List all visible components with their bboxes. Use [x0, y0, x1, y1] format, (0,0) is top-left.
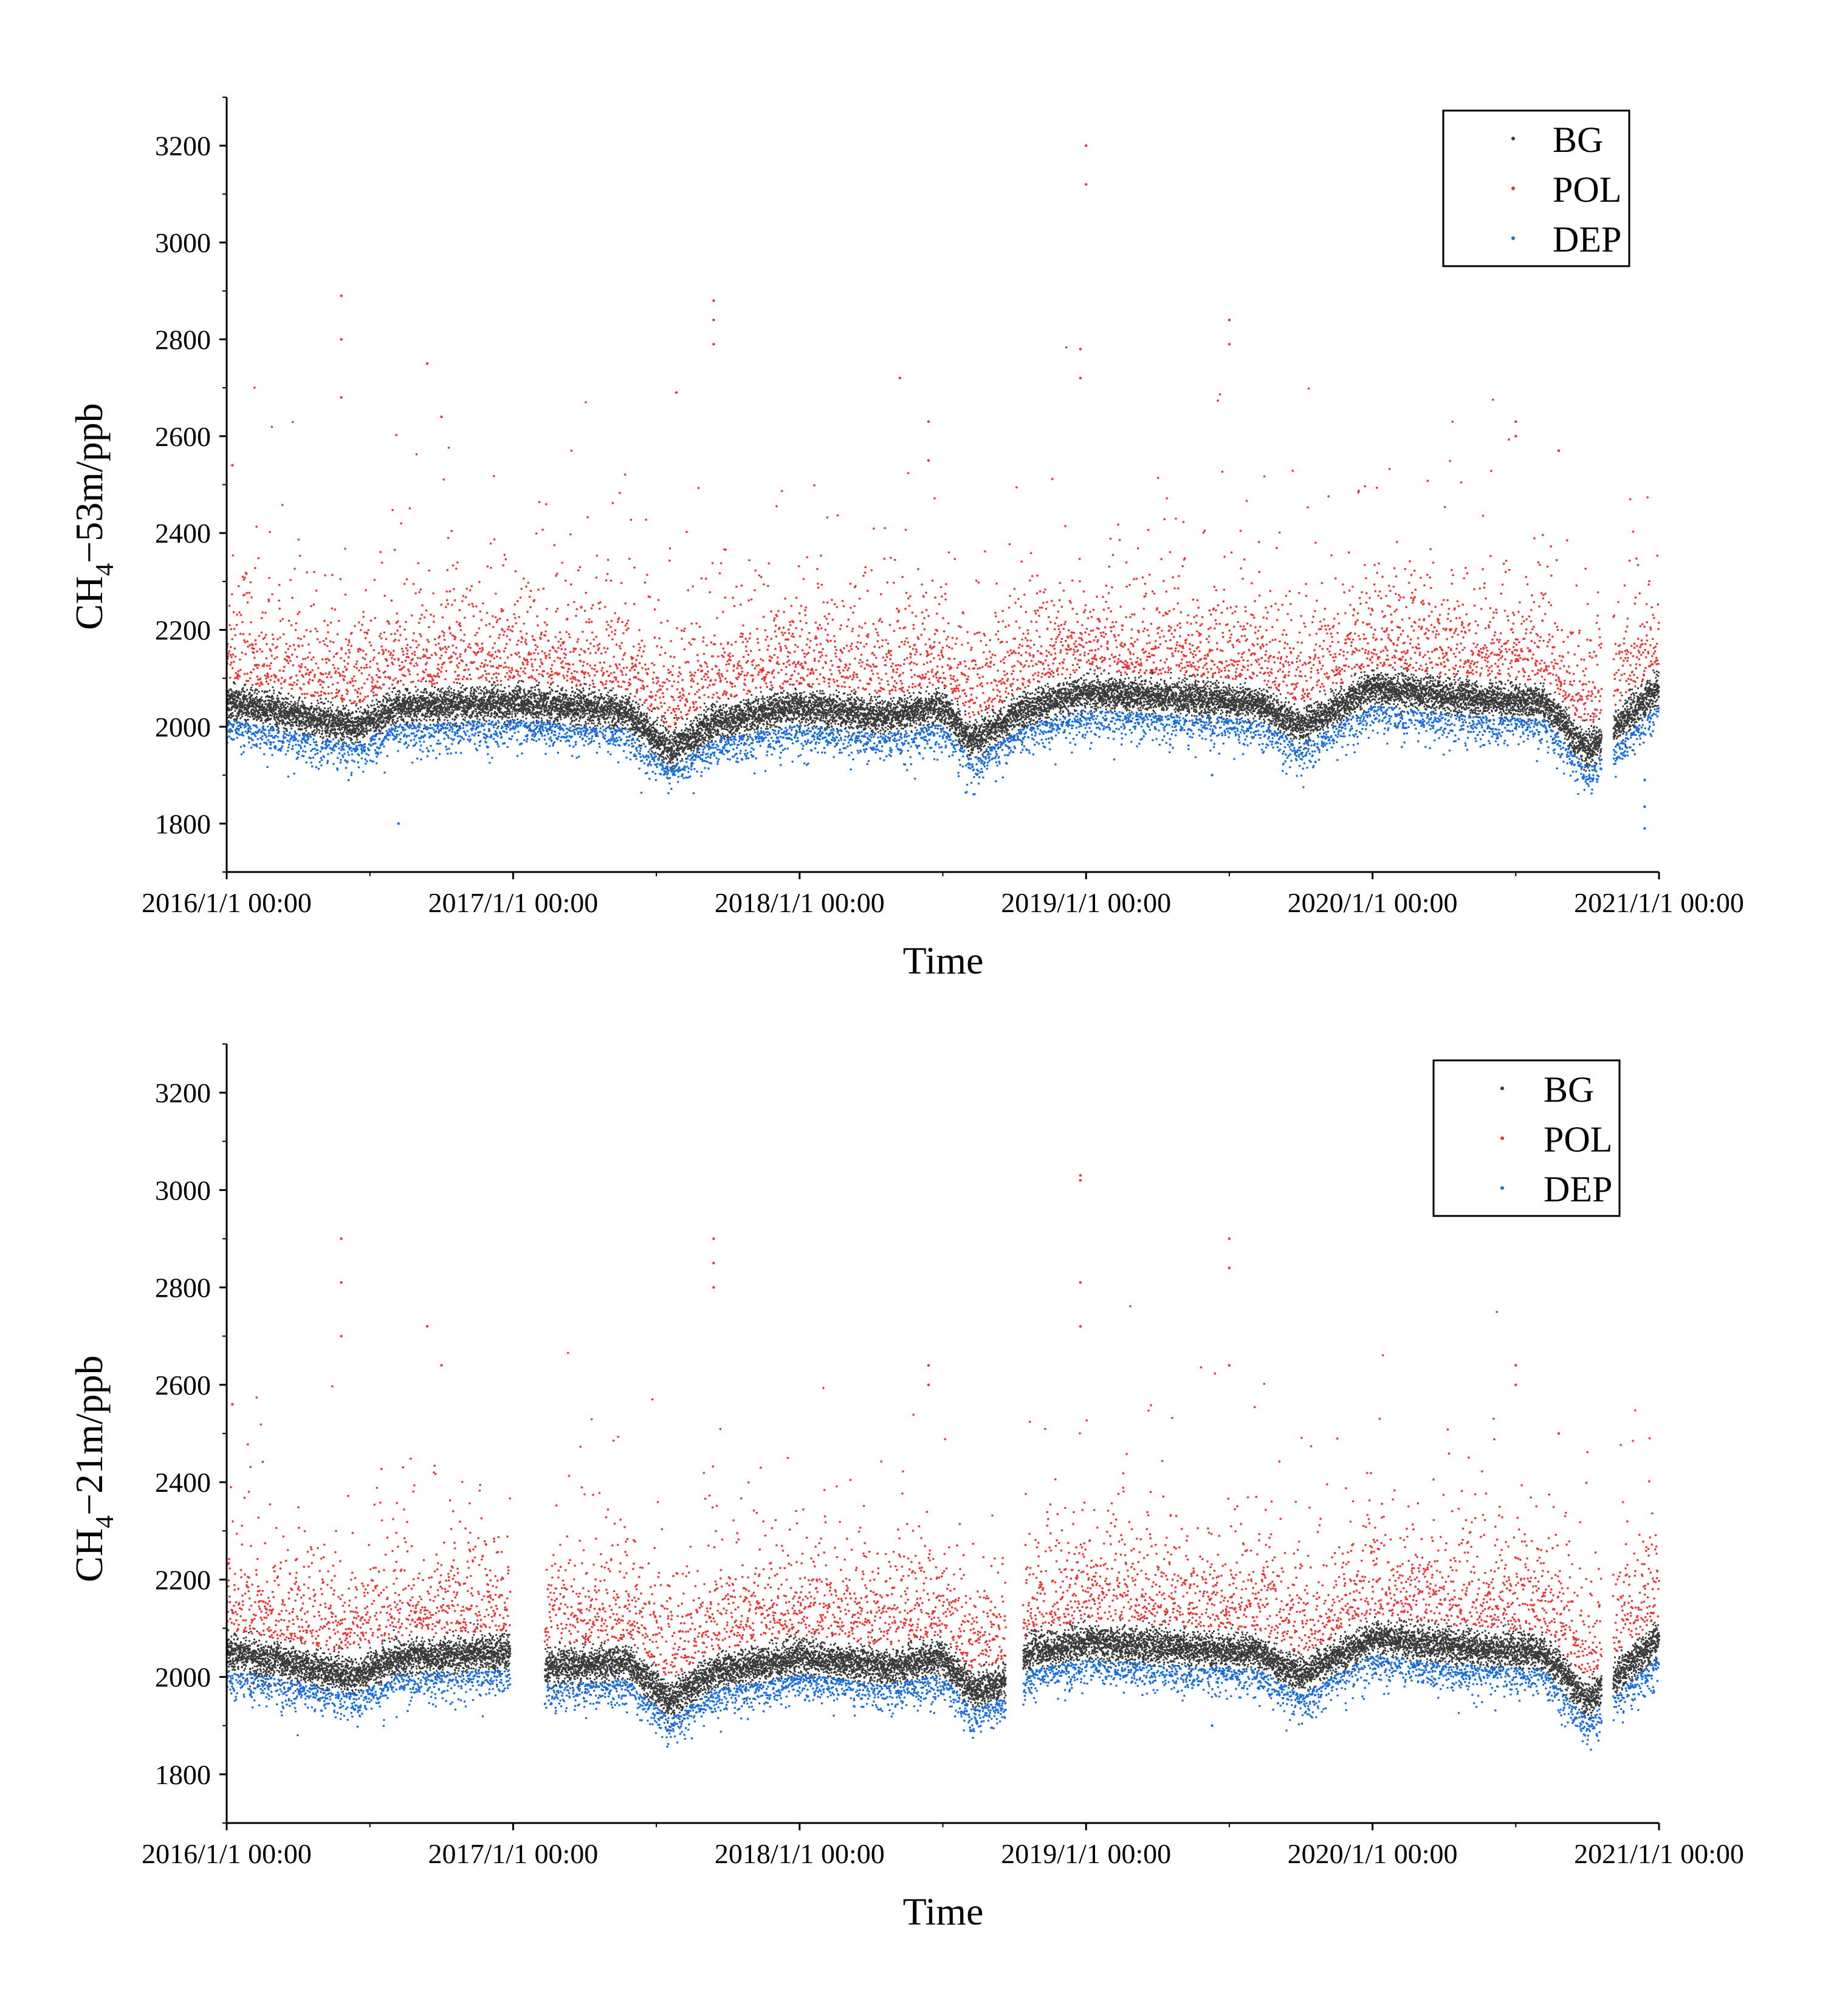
legend-label-pol-top: POL: [1553, 170, 1621, 210]
x-tick-label-bottom: 2021/1/1 00:00: [1574, 1838, 1744, 1869]
y-tick-label-bottom: 2000: [155, 1662, 211, 1693]
y-axis-label-sub-top: 4: [91, 563, 119, 576]
x-tick-label-top: 2019/1/1 00:00: [1001, 887, 1171, 918]
legend-marker-bg-top: [1511, 137, 1515, 140]
scatter-points-bottom: [225, 1174, 1660, 1751]
x-axis-title-top: Time: [903, 939, 984, 982]
x-tick-label-top: 2016/1/1 00:00: [142, 887, 312, 918]
y-tick-label-bottom: 2800: [155, 1272, 211, 1303]
legend-top: BG POL DEP: [1442, 109, 1630, 267]
legend-label-dep-top: DEP: [1553, 219, 1621, 259]
svg-text:CH4−53m/ppb: CH4−53m/ppb: [67, 403, 119, 630]
y-tick-label-top: 3200: [155, 131, 211, 162]
series-pol-bottom: [225, 1174, 1660, 1677]
y-tick-label-bottom: 3000: [155, 1175, 211, 1206]
legend-box-top: [1442, 109, 1630, 267]
x-tick-label-bottom: 2020/1/1 00:00: [1288, 1838, 1458, 1869]
x-tick-label-top: 2017/1/1 00:00: [428, 887, 598, 918]
y-tick-label-bottom: 2200: [155, 1564, 211, 1595]
svg-text:CH4−21m/ppb: CH4−21m/ppb: [67, 1355, 119, 1582]
legend-marker-dep-top: [1511, 236, 1515, 240]
legend-label-bg-top: BG: [1553, 120, 1603, 160]
legend-marker-bg-bottom: [1500, 1087, 1504, 1090]
pol-points-bottom: [225, 1174, 1660, 1677]
x-tick-label-top: 2018/1/1 00:00: [715, 887, 885, 918]
legend-label-pol-bottom: POL: [1544, 1119, 1612, 1159]
y-tick-label-bottom: 3200: [155, 1077, 211, 1108]
x-tick-label-bottom: 2017/1/1 00:00: [428, 1838, 598, 1869]
y-tick-label-top: 2400: [155, 518, 211, 549]
chart-panel-bottom: 1800 2000 2200 2400 2600 2800 3000 3200 2016/1/1…: [67, 1043, 1744, 1933]
x-axis-label-top: Time: [903, 939, 984, 982]
y-axis-title-bottom: CH4−21m/ppb: [67, 1355, 119, 1582]
series-dep-top: [225, 705, 1660, 830]
axes-top: 1800 2000 2200 2400 2600 2800 3000 3200 2016/1/1…: [142, 97, 1744, 918]
legend-marker-dep-bottom: [1500, 1186, 1504, 1190]
legend-box-bottom: [1432, 1059, 1621, 1217]
y-axis-label-rest-bottom: −21m/ppb: [67, 1355, 111, 1516]
series-bg-bottom: [225, 1613, 1660, 1729]
x-tick-label-top: 2021/1/1 00:00: [1574, 887, 1744, 918]
bg-points-top: [225, 663, 1660, 775]
y-axis-title-top: CH4−53m/ppb: [67, 403, 119, 630]
legend-marker-pol-bottom: [1500, 1136, 1504, 1140]
x-tick-label-bottom: 2019/1/1 00:00: [1001, 1838, 1171, 1869]
x-tick-label-bottom: 2016/1/1 00:00: [142, 1838, 312, 1869]
axes-bottom: 1800 2000 2200 2400 2600 2800 3000 3200 2016/1/1…: [142, 1043, 1744, 1869]
y-tick-label-top: 2600: [155, 421, 211, 452]
y-axis-label-rest-top: −53m/ppb: [67, 403, 111, 563]
scatter-points-top: [225, 144, 1660, 830]
y-tick-label-top: 2200: [155, 615, 211, 646]
chart-panel-top: 1800 2000 2200 2400 2600 2800 3000 3200 2016/1/1…: [67, 97, 1744, 982]
y-tick-label-bottom: 2400: [155, 1467, 211, 1498]
x-axis-label-bottom: Time: [903, 1890, 984, 1933]
y-tick-label-bottom: 1800: [155, 1759, 211, 1790]
y-tick-label-bottom: 2600: [155, 1370, 211, 1401]
legend-marker-pol-top: [1511, 187, 1515, 190]
y-axis-label-main-top: CH: [67, 576, 111, 630]
y-tick-label-top: 1800: [155, 808, 211, 839]
x-tick-label-bottom: 2018/1/1 00:00: [715, 1838, 885, 1869]
y-tick-label-top: 2000: [155, 712, 211, 743]
y-axis-label-main-bottom: CH: [67, 1528, 111, 1582]
y-tick-label-top: 3000: [155, 227, 211, 258]
legend-label-bg-bottom: BG: [1544, 1070, 1594, 1110]
legend-label-dep-bottom: DEP: [1544, 1169, 1612, 1209]
legend-bottom: BG POL DEP: [1432, 1059, 1621, 1217]
dep-points-top: [225, 705, 1660, 830]
x-tick-label-top: 2020/1/1 00:00: [1288, 887, 1458, 918]
bg-points-bottom: [225, 1613, 1660, 1729]
y-axis-label-sub-bottom: 4: [91, 1516, 119, 1528]
y-tick-label-top: 2800: [155, 324, 211, 355]
x-axis-title-bottom: Time: [903, 1890, 984, 1933]
series-bg-top: [225, 663, 1660, 775]
